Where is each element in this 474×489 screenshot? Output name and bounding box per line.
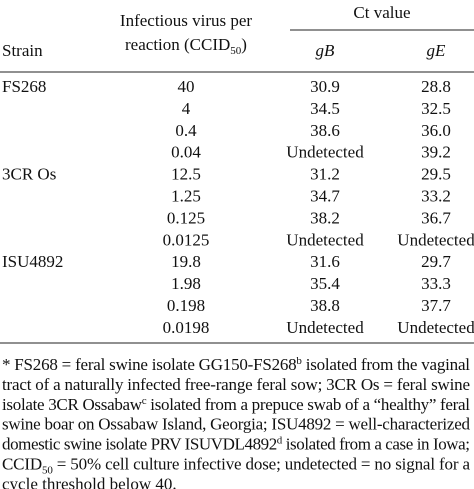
ge-ct: Undetected [397,230,474,249]
strain: FS268 [2,77,46,96]
gb-ct: Undetected [286,318,364,337]
gb-ct: Undetected [286,230,364,249]
virus-header: reaction (CCID [125,35,230,54]
footnote-text: isolated from the vaginal [302,355,471,374]
virus-amount: 0.0125 [163,230,210,249]
gb-ct: 34.5 [310,99,340,118]
footnote-line: CCID50 = 50% cell culture infective dose… [2,455,470,477]
gb-ct: Undetected [286,143,364,162]
ge-ct: 33.3 [421,274,451,293]
virus-amount: 12.5 [171,165,201,184]
gb-ct: 31.2 [310,165,340,184]
virus-amount: 19.8 [171,252,201,271]
ge-ct: 36.0 [421,121,451,140]
footnote-line: tract of a naturally infected free-range… [2,375,470,394]
ge-ct: 39.2 [421,143,451,162]
footnote-line: isolate 3CR Ossabawc isolated from a pre… [2,395,470,414]
subscript: 50 [230,45,242,57]
strain: 3CR Os [2,165,56,184]
subscript: 50 [42,465,53,477]
ge-ct: 29.7 [421,252,451,271]
footnote-text: isolated from a prepuce swab of a “healt… [146,395,470,414]
gb-ct: 30.9 [310,77,340,96]
footnote-text: isolated from a case in Iowa; [282,435,470,454]
ge-ct: 32.5 [421,99,451,118]
ge-header: gE [427,41,447,60]
footnote-text: CCID [2,455,42,474]
virus-header: Infectious virus per [120,11,253,30]
ge-ct: Undetected [397,318,474,337]
ct-header: Ct value [353,3,410,22]
ge-ct: 37.7 [421,296,451,315]
virus-header: reaction (CCID50) [125,35,247,57]
virus-amount: 1.25 [171,187,201,206]
virus-amount: 4 [182,99,191,118]
footnote-text: isolate 3CR Ossabaw [2,395,143,414]
virus-amount: 0.04 [171,143,201,162]
footnote-line: * FS268 = feral swine isolate GG150-FS26… [2,355,470,374]
footnote-line: domestic swine isolate PRV ISUVDL4892d i… [2,435,470,454]
gb-ct: 38.6 [310,121,340,140]
virus-amount: 40 [178,77,195,96]
virus-amount: 0.4 [175,121,197,140]
superscript: b [296,355,302,367]
virus-amount: 1.98 [171,274,201,293]
footnote-line: swine boar on Ossabaw Island, Georgia; I… [2,415,471,434]
ge-ct: 33.2 [421,187,451,206]
virus-amount: 0.198 [167,296,205,315]
ge-ct: 36.7 [421,208,451,227]
gb-ct: 38.2 [310,208,340,227]
superscript: d [277,435,283,447]
gb-ct: 34.7 [310,187,340,206]
gb-ct: 38.8 [310,296,340,315]
strain: ISU4892 [2,252,63,271]
footnote-text: swine boar on Ossabaw Island, Georgia; I… [2,415,471,434]
footnote-text: tract of a naturally infected free-range… [2,375,470,394]
footnote-text: * FS268 = feral swine isolate GG150-FS26… [2,355,297,374]
gb-ct: 35.4 [310,274,340,293]
footnote-text: = 50% cell culture infective dose; undet… [53,455,471,474]
footnote-text: cycle threshold below 40. [2,474,177,489]
footnote-text: domestic swine isolate PRV ISUVDL4892 [2,435,277,454]
footnote-line: cycle threshold below 40. [2,474,177,489]
ge-ct: 28.8 [421,77,451,96]
strain-header: Strain [2,41,43,60]
gb-ct: 31.6 [310,252,340,271]
superscript: c [142,395,147,407]
virus-header: ) [241,35,247,54]
ge-ct: 29.5 [421,165,451,184]
virus-amount: 0.0198 [163,318,210,337]
gb-header: gB [316,41,336,60]
virus-amount: 0.125 [167,208,205,227]
